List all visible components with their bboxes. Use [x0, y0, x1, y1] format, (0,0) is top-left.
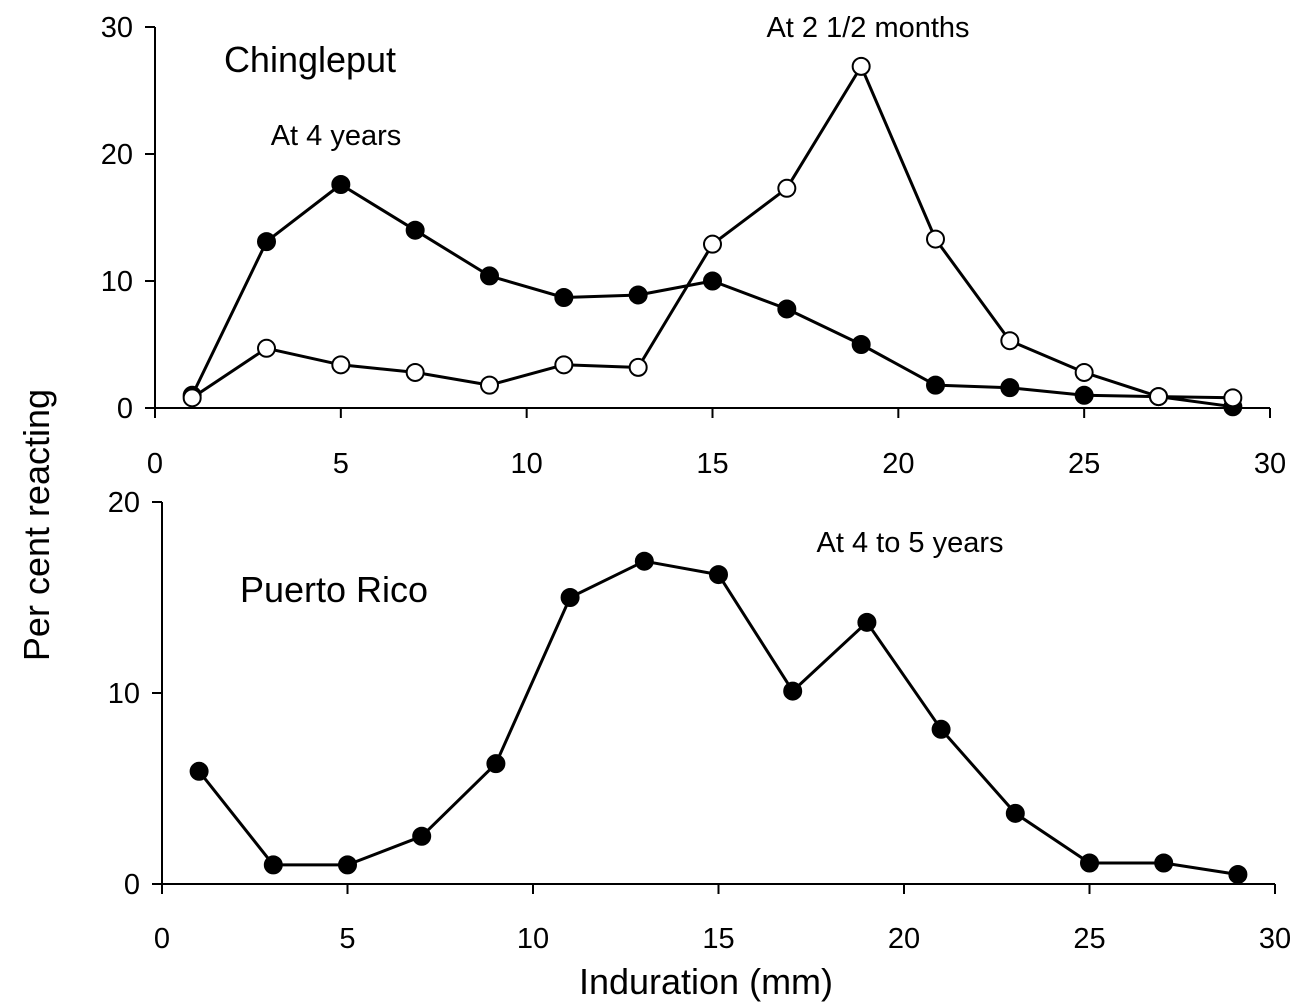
x-tick-label: 0 [154, 923, 170, 955]
x-axis-title: Induration (mm) [579, 961, 833, 1002]
data-point [783, 681, 803, 701]
x-tick-label: 25 [1068, 448, 1100, 480]
data-point [628, 357, 648, 377]
y-tick-label: 10 [108, 678, 140, 710]
series-annotation: At 4 years [271, 120, 402, 152]
x-tick-label: 0 [147, 448, 163, 480]
data-point [412, 826, 432, 846]
data-point [1000, 331, 1020, 351]
data-point [1149, 387, 1168, 407]
data-point [560, 588, 580, 607]
panel-1: 0 5 10 15 20 25 30 0 10 20 30 Chingleput At 4 years A… [101, 12, 1286, 480]
data-point [1074, 362, 1094, 382]
data-point [554, 288, 574, 308]
data-point [480, 375, 499, 395]
data-point [709, 565, 728, 585]
data-point [777, 299, 797, 319]
series-annotation: At 2 1/2 months [766, 12, 969, 44]
data-point [1228, 864, 1248, 884]
x-tick-label: 30 [1259, 923, 1291, 955]
data-point [554, 355, 574, 375]
panel-label: Chingleput [224, 39, 396, 80]
data-point [480, 266, 499, 286]
data-point [703, 271, 722, 291]
y-axis-title: Per cent reacting [16, 389, 57, 661]
data-point [851, 56, 871, 76]
data-point [926, 375, 945, 395]
data-point [1223, 388, 1243, 408]
data-point [338, 855, 357, 875]
x-tick-label: 5 [333, 448, 349, 480]
data-point [405, 362, 425, 382]
data-point [331, 355, 351, 375]
data-point [931, 719, 951, 739]
data-point [1005, 803, 1025, 823]
y-tick-label: 0 [117, 393, 133, 425]
x-tick-label: 5 [339, 923, 355, 955]
x-tick-label: 15 [702, 923, 734, 955]
x-tick-label: 20 [882, 448, 914, 480]
data-point [1000, 378, 1020, 398]
data-point [777, 178, 797, 198]
series-annotation: At 4 to 5 years [817, 527, 1004, 559]
series-line [191, 64, 1233, 400]
data-point [1074, 385, 1094, 405]
x-tick-label: 25 [1073, 923, 1105, 955]
data-point [182, 388, 202, 408]
x-tick-label: 10 [517, 923, 549, 955]
y-tick-label: 20 [101, 139, 133, 171]
data-point [703, 234, 722, 254]
data-point [257, 232, 276, 252]
data-point [851, 335, 871, 354]
data-point [486, 754, 506, 774]
data-point [628, 285, 648, 305]
y-tick-label: 10 [101, 266, 133, 298]
data-point [189, 761, 209, 781]
data-point [1080, 853, 1099, 873]
y-tick-label: 0 [124, 869, 140, 901]
data-point [634, 551, 654, 571]
data-point [857, 612, 877, 632]
data-point [263, 855, 283, 875]
chart-panels: 0 5 10 15 20 25 30 0 10 20 30 Chingleput At 4 years A… [101, 12, 1291, 955]
panel-label: Puerto Rico [240, 569, 428, 610]
data-point [926, 229, 945, 249]
x-tick-label: 10 [511, 448, 543, 480]
x-tick-label: 20 [888, 923, 920, 955]
y-tick-label: 30 [101, 12, 133, 44]
y-tick-label: 20 [108, 487, 140, 519]
x-tick-label: 15 [696, 448, 728, 480]
data-point [405, 220, 425, 240]
data-point [1154, 853, 1174, 873]
panel-2: 0 5 10 15 20 25 30 0 10 20 Puerto Rico At 4 to 5 ye… [108, 487, 1291, 955]
x-tick-label: 30 [1254, 448, 1286, 480]
data-point [331, 174, 351, 194]
data-point [257, 338, 276, 358]
